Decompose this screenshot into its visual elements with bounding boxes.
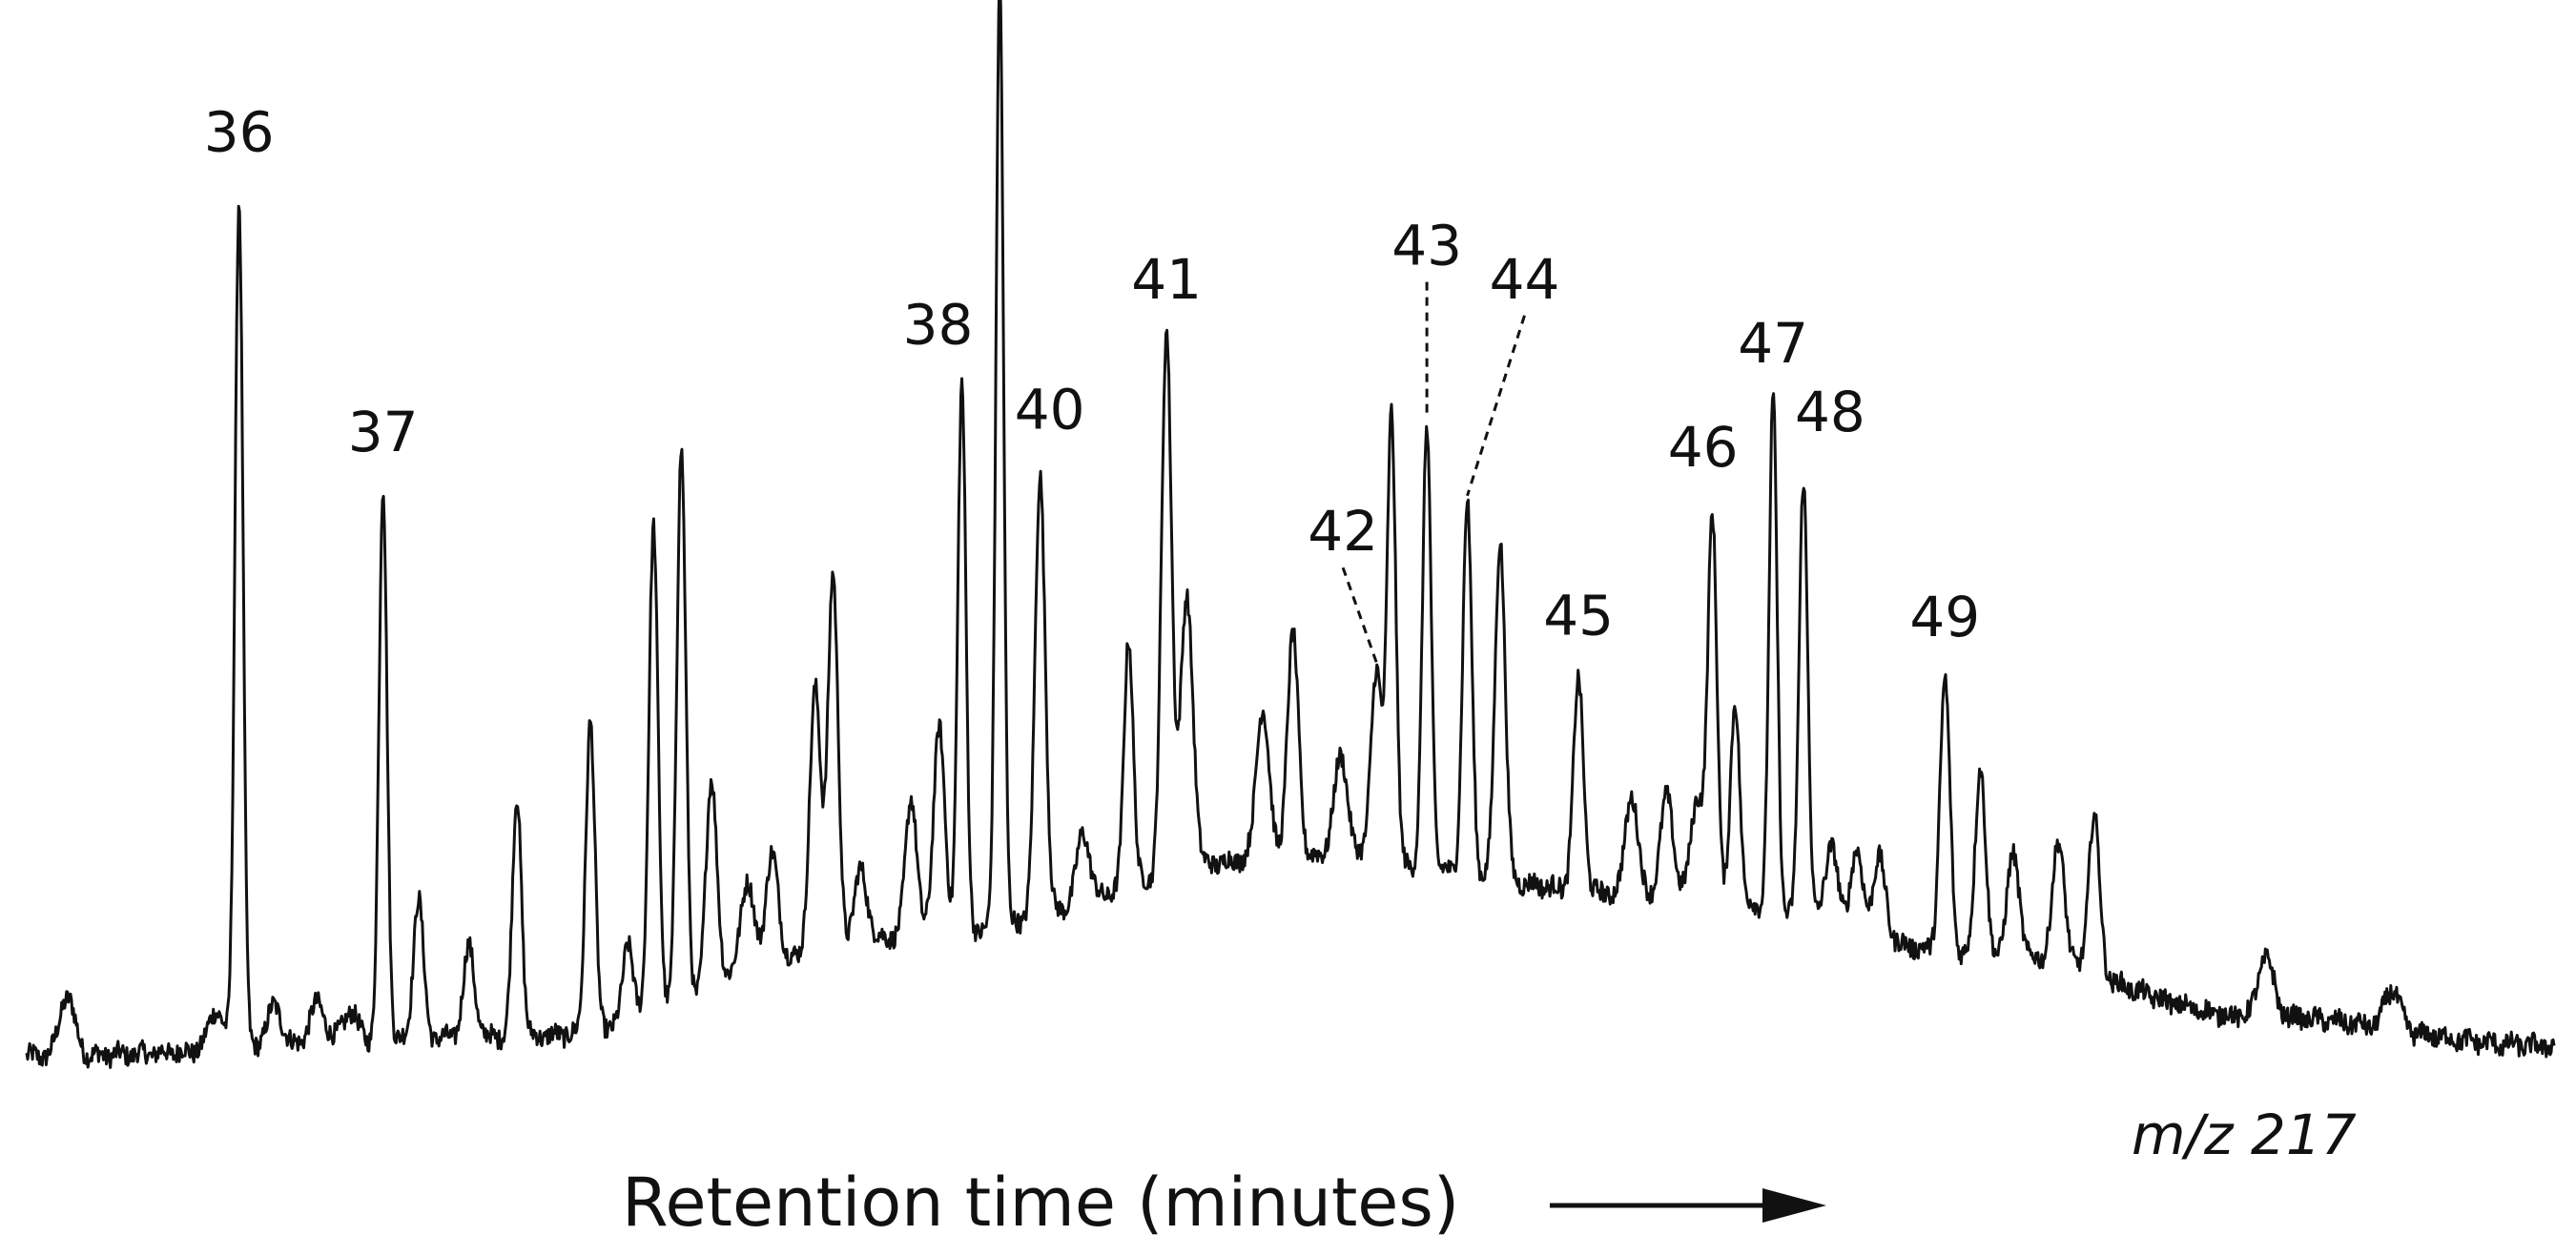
peak-label-42: 42 <box>1308 499 1378 564</box>
x-axis-label: Retention time (minutes) <box>622 1163 1459 1242</box>
peak-label-49: 49 <box>1909 585 1980 649</box>
peak-labels: 3637383940414243444546474849 <box>204 100 1981 649</box>
peak-label-48: 48 <box>1795 380 1865 444</box>
peak-label-46: 46 <box>1668 415 1739 480</box>
chromatogram-trace <box>25 0 2556 1069</box>
peak-label-44: 44 <box>1490 247 1560 312</box>
peak-leader-lines <box>1341 281 1526 663</box>
retention-time-arrow <box>1550 1188 1826 1223</box>
peak-label-41: 41 <box>1131 247 1202 312</box>
chromatogram-trace-layer <box>25 0 2556 1069</box>
peak-label-38: 38 <box>903 292 974 357</box>
peak-label-45: 45 <box>1543 583 1614 648</box>
ion-label: m/z 217 <box>2132 1102 2357 1167</box>
peak-label-43: 43 <box>1391 214 1462 278</box>
peak-label-47: 47 <box>1738 311 1808 376</box>
peak-label-36: 36 <box>204 100 275 165</box>
peak-label-37: 37 <box>348 400 419 464</box>
peak-label-40: 40 <box>1015 378 1085 443</box>
peak-leader-42 <box>1341 566 1378 663</box>
peak-leader-44 <box>1466 315 1526 497</box>
